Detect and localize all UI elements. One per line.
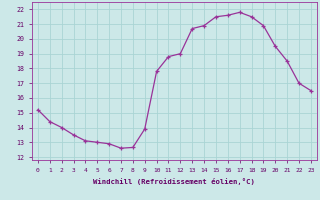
X-axis label: Windchill (Refroidissement éolien,°C): Windchill (Refroidissement éolien,°C): [93, 178, 255, 185]
